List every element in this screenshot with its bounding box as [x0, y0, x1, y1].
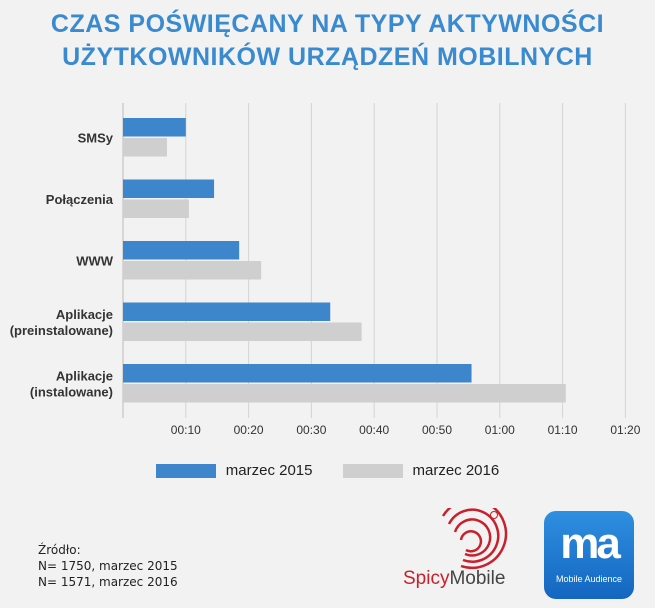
title-line-1: CZAS POŚWIĘCANY NA TYPY AKTYWNOŚCI	[50, 10, 605, 38]
bar-2016-2	[123, 261, 262, 280]
bar-2016-1	[123, 199, 189, 218]
legend-item-2016: marzec 2016	[342, 462, 500, 479]
x-tick-label-1: 00:20	[234, 423, 264, 437]
bar-2015-4	[123, 364, 472, 383]
bar-2015-0	[123, 118, 186, 137]
x-tick-label-7: 01:20	[610, 423, 640, 437]
x-tick-label-6: 01:10	[548, 423, 578, 437]
spicymobile-logo: SpicyMobile	[403, 498, 523, 598]
category-label-1: Połączenia	[46, 192, 114, 207]
legend-label-2015: marzec 2015	[225, 462, 313, 479]
bar-2016-3	[123, 322, 362, 341]
bar-2016-4	[123, 384, 566, 403]
mobile-audience-logo: ma Mobile Audience	[544, 511, 634, 599]
source-line-2: N= 1571, marzec 2016	[38, 575, 178, 589]
x-tick-label-0: 00:10	[171, 423, 201, 437]
bar-2015-2	[123, 241, 240, 260]
category-label-3: Aplikacje (preinstalowane)	[10, 307, 113, 338]
spicymobile-swirl-icon	[441, 498, 508, 570]
source-heading: Źródło:	[38, 543, 81, 557]
spicy-word: Spicy	[403, 568, 450, 589]
mobile-word: Mobile	[449, 568, 506, 589]
bar-2015-3	[123, 302, 331, 321]
legend-item-2015: marzec 2015	[155, 462, 313, 479]
legend-swatch-2015	[155, 463, 216, 478]
legend: marzec 2015 marzec 2016	[0, 462, 655, 479]
spicymobile-wordmark: SpicyMobile	[403, 568, 505, 590]
legend-swatch-2016	[342, 463, 403, 478]
source-note: Źródło: N= 1750, marzec 2015 N= 1571, ma…	[38, 542, 178, 590]
ma-subtitle: Mobile Audience	[555, 574, 623, 584]
chart-title: CZAS POŚWIĘCANY NA TYPY AKTYWNOŚCI UŻYTK…	[0, 8, 655, 74]
bar-2015-1	[123, 179, 215, 198]
source-line-1: N= 1750, marzec 2015	[38, 559, 178, 573]
x-tick-label-5: 01:00	[485, 423, 515, 437]
x-tick-label-2: 00:30	[296, 423, 326, 437]
title-line-2: UŻYTKOWNIKÓW URZĄDZEŃ MOBILNYCH	[62, 43, 593, 71]
bar-2016-0	[123, 138, 167, 157]
x-tick-label-3: 00:40	[359, 423, 389, 437]
x-tick-label-4: 00:50	[422, 423, 452, 437]
category-label-4: Aplikacje (instalowane)	[30, 369, 113, 400]
ma-mark: ma	[560, 519, 621, 568]
category-label-2: WWW	[76, 254, 114, 269]
category-label-0: SMSy	[78, 131, 114, 146]
legend-label-2016: marzec 2016	[412, 462, 500, 479]
